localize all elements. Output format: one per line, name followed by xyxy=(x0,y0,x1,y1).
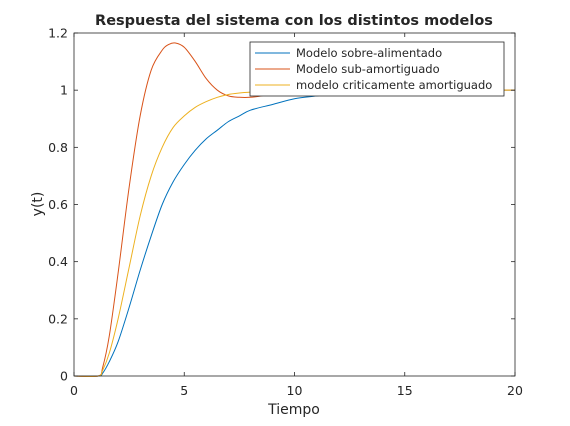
x-axis-label: Tiempo xyxy=(267,402,320,418)
y-axis-label: y(t) xyxy=(30,192,46,217)
legend-label-2: Modelo sub-amortiguado xyxy=(296,62,440,76)
x-tick-label: 0 xyxy=(70,383,78,398)
legend-label-1: Modelo sobre-alimentado xyxy=(296,46,442,60)
y-tick-label: 0 xyxy=(60,369,68,384)
y-tick-label: 1.2 xyxy=(48,26,68,41)
legend-label-3: modelo criticamente amortiguado xyxy=(296,78,492,92)
legend-items: Modelo sobre-alimentado Modelo sub-amorti… xyxy=(255,46,492,92)
y-tick-label: 0.2 xyxy=(48,311,68,326)
y-tick-label: 0.8 xyxy=(48,140,68,155)
x-tick-label: 20 xyxy=(507,383,523,398)
legend-box xyxy=(249,41,505,97)
x-tick-label: 10 xyxy=(287,383,303,398)
chart-title: Respuesta del sistema con los distintos … xyxy=(95,13,493,29)
y-axis-ticks: 0 0.2 0.4 0.6 0.8 1 1.2 xyxy=(48,26,515,384)
y-tick-label: 0.6 xyxy=(48,197,68,212)
x-tick-label: 5 xyxy=(180,383,188,398)
y-tick-label: 1 xyxy=(60,83,68,98)
x-tick-label: 15 xyxy=(397,383,413,398)
legend: Modelo sobre-alimentado Modelo sub-amorti… xyxy=(249,41,505,97)
x-axis-ticks: 0 5 10 15 20 xyxy=(70,33,523,398)
y-tick-label: 0.4 xyxy=(48,254,68,269)
